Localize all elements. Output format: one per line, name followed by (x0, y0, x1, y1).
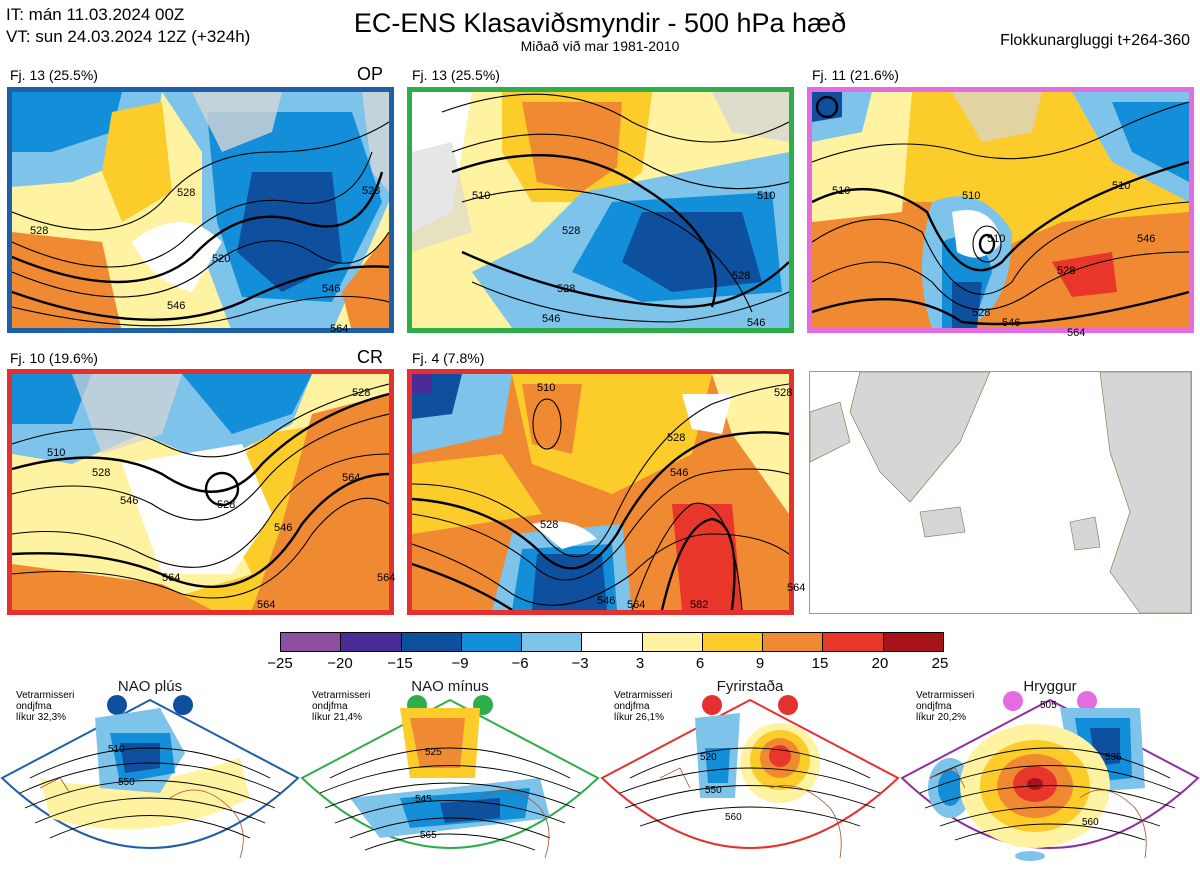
panel-4-tag: CR (357, 347, 383, 367)
colorbar-tick: 3 (635, 655, 645, 672)
regime-nao-minus: NAO mínus Vetrarmisseri ondjfma líkur 21… (300, 678, 600, 871)
note-line: Vetrarmisseri (614, 690, 673, 701)
regime-blocking: Fyrirstaða Vetrarmisseri ondjfma líkur 2… (600, 678, 900, 871)
regime-note: Vetrarmisseri ondjfma líkur 26,1% (614, 690, 672, 723)
colorbar-tick: −20 (327, 655, 353, 672)
regime-note: Vetrarmisseri ondjfma líkur 32,3% (16, 690, 74, 723)
colorbar-swatch (883, 633, 943, 651)
colorbar-swatch (281, 633, 342, 651)
colorbar-swatch (823, 633, 884, 651)
colorbar-tick: 9 (755, 655, 765, 672)
page-subtitle: Miðað við mar 1981-2010 (520, 38, 680, 54)
colorbar-tick: −3 (571, 655, 589, 672)
panel-5-label: Fj. 4 (7.8%) (412, 350, 485, 366)
colorbar-tick: 20 (871, 655, 889, 672)
colorbar-swatch (461, 633, 523, 651)
cluster-map-2 (407, 87, 794, 333)
colorbar-tick: −6 (511, 655, 529, 672)
colorbar (280, 632, 944, 652)
colorbar-tick: 6 (695, 655, 705, 672)
colorbar-swatch (763, 633, 824, 651)
colorbar-swatch (341, 633, 402, 651)
note-line: ondjfma (312, 701, 348, 712)
regime-note: Vetrarmisseri ondjfma líkur 21,4% (312, 690, 370, 723)
colorbar-tick: −9 (451, 655, 469, 672)
note-line: ondjfma (916, 701, 952, 712)
regime-title: Hryggur (1023, 678, 1077, 695)
panel-1-tag: OP (357, 64, 384, 84)
page-title: EC-ENS Klasaviðsmyndir - 500 hPa hæð (353, 8, 847, 38)
cluster-map-1 (7, 87, 394, 333)
regime-ridge: Hryggur Vetrarmisseri ondjfma líkur 20,2… (900, 678, 1200, 871)
note-line: líkur 20,2% (916, 712, 967, 723)
regime-title: NAO plús (117, 678, 183, 695)
panel-1-label: Fj. 13 (25.5%) (10, 67, 98, 83)
colorbar-tick: −25 (267, 655, 293, 672)
colorbar-swatch (702, 633, 764, 651)
issue-time: IT: mán 11.03.2024 00Z (6, 5, 185, 24)
regime-note: Vetrarmisseri ondjfma líkur 20,2% (916, 690, 974, 723)
colorbar-swatch (642, 633, 703, 651)
cluster-map-3 (807, 87, 1194, 333)
note-line: Vetrarmisseri (312, 690, 371, 701)
valid-time: VT: sun 24.03.2024 12Z (+324h) (6, 27, 251, 46)
cluster-map-5 (407, 369, 794, 615)
note-line: Vetrarmisseri (916, 690, 975, 701)
regime-title: NAO mínus (411, 678, 489, 695)
note-line: líkur 26,1% (614, 712, 665, 723)
note-line: ondjfma (614, 701, 650, 712)
panel-2-label: Fj. 13 (25.5%) (412, 67, 500, 83)
regime-title: Fyrirstaða (716, 678, 784, 695)
colorbar-tick: 15 (811, 655, 829, 672)
colorbar-swatch (522, 633, 583, 651)
panel-3-label: Fj. 11 (21.6%) (812, 67, 899, 83)
note-line: líkur 32,3% (16, 712, 67, 723)
note-line: Vetrarmisseri (16, 690, 75, 701)
cluster-map-4 (7, 369, 394, 615)
classification-window: Flokkunargluggi t+264-360 (1000, 32, 1190, 49)
note-line: líkur 21,4% (312, 712, 363, 723)
panel-4-label: Fj. 10 (19.6%) (10, 350, 98, 366)
colorbar-swatch (401, 633, 462, 651)
empty-map-panel (809, 371, 1192, 614)
colorbar-tick: −15 (387, 655, 413, 672)
colorbar-tick: 25 (931, 655, 949, 672)
regime-nao-plus: NAO plús Vetrarmisseri ondjfma líkur 32,… (0, 678, 300, 871)
note-line: ondjfma (16, 701, 52, 712)
header-times: IT: mán 11.03.2024 00Z VT: sun 24.03.202… (6, 4, 250, 48)
colorbar-swatch (582, 633, 643, 651)
